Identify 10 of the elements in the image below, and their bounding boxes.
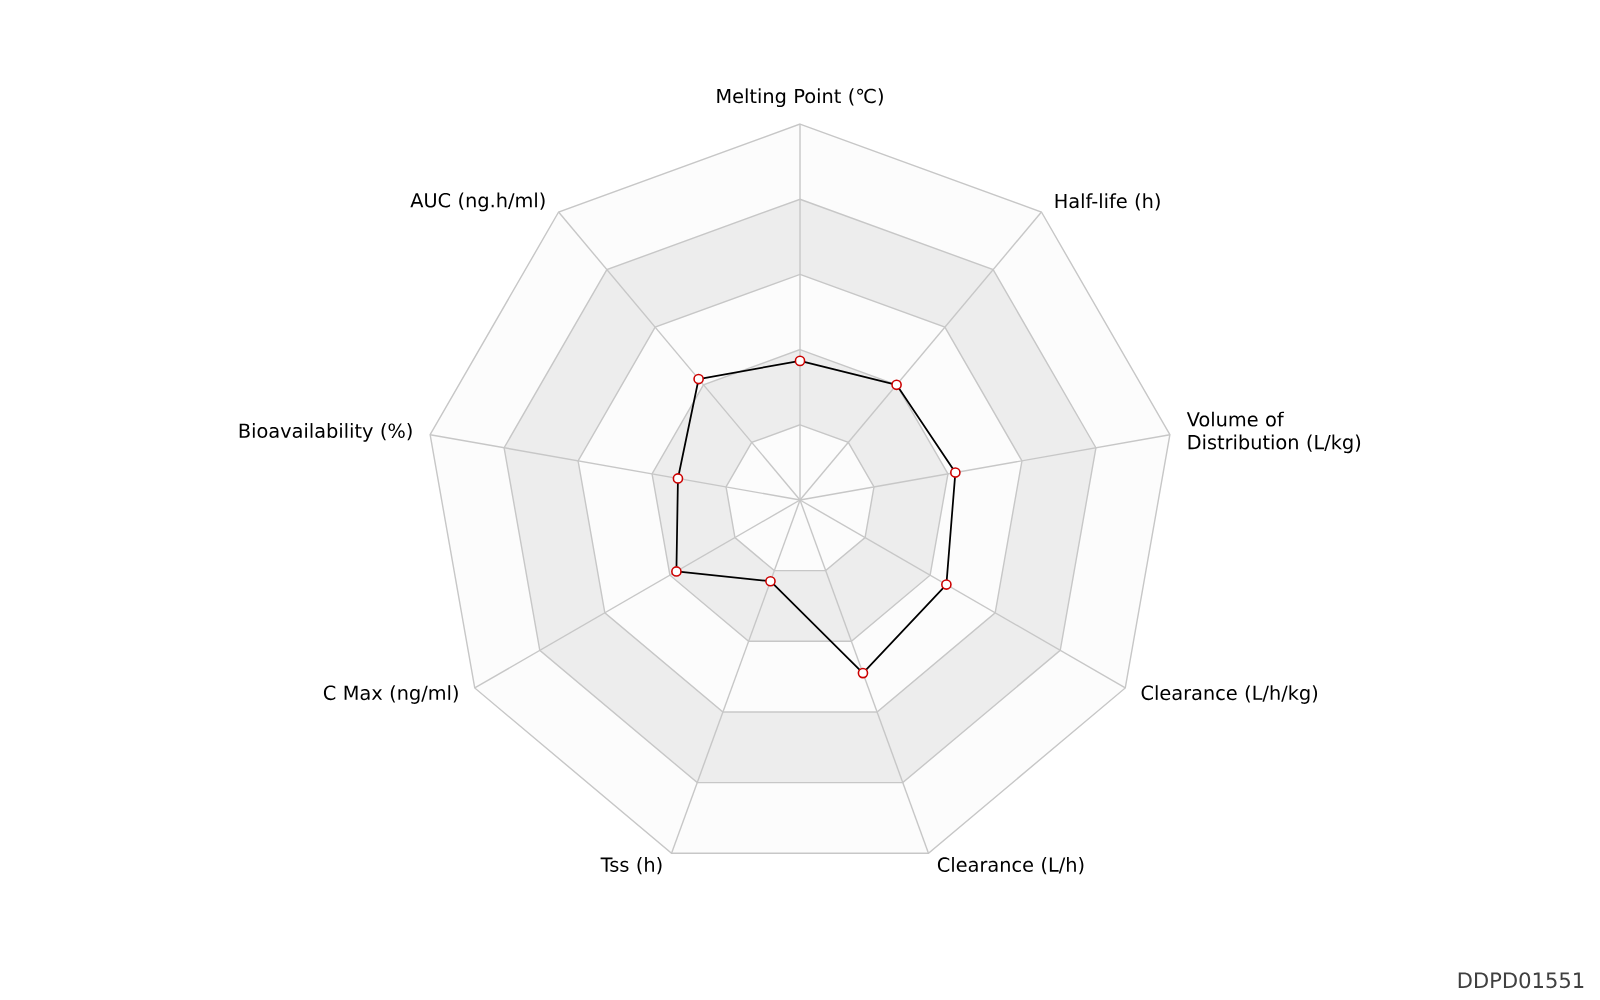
spoke-label: Volume of Distribution (L/kg) [1186,411,1361,454]
spoke-label: Tss (h) [600,857,662,875]
spoke-label: Bioavailability (%) [239,423,412,442]
text: DDPD01551 [1458,972,1584,989]
spoke-label: AUC (ng.h/ml) [410,192,545,212]
spoke-label: C Max (ng/ml) [323,685,458,704]
spoke-label: Half-life (h) [1055,193,1160,211]
spoke-label: Clearance (L/h) [937,857,1084,875]
spoke-label: Melting Point (℃) [717,88,883,108]
spoke-label: Clearance (L/h/kg) [1141,685,1318,704]
